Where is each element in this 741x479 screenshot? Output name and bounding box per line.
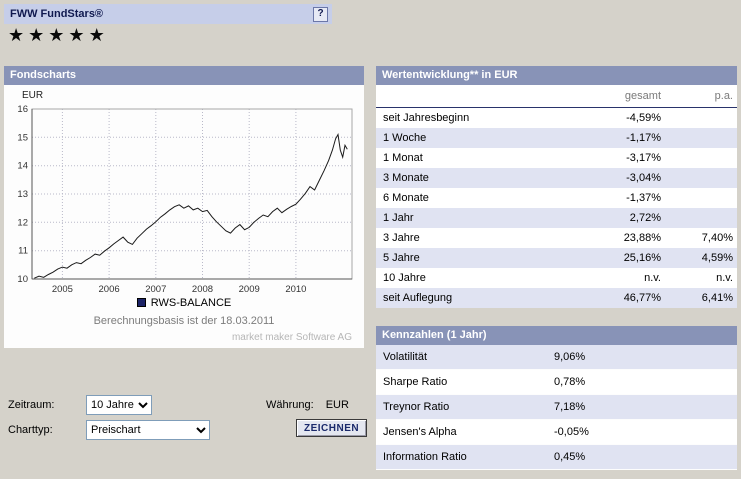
performance-row: 5 Jahre 25,16% 4,59% [376,248,737,268]
svg-text:2010: 2010 [285,284,306,295]
charttyp-select[interactable]: Preischart [86,420,210,440]
performance-table: gesamt p.a. seit Jahresbeginn -4,59% 1 Woc… [376,85,737,308]
performance-row: 10 Jahre n.v. n.v. [383,272,733,284]
currency-value: EUR [325,399,349,411]
chart-y-axis-unit: EUR [22,90,44,101]
chart-legend: RWS-BALANCE [4,297,364,309]
svg-text:14: 14 [17,161,28,172]
star-icon: ★ [68,25,89,45]
software-watermark: market maker Software AG [231,332,352,343]
zeitraum-label: Zeitraum: [8,399,55,411]
svg-text:15: 15 [17,132,28,143]
svg-text:16: 16 [17,104,28,115]
keyfigure-row: Sharpe Ratio 0,78% [376,370,737,395]
performance-row: 6 Monate -1,37% [383,192,661,204]
svg-text:13: 13 [17,189,28,200]
performance-column-headers: gesamt p.a. [376,85,737,108]
svg-text:2007: 2007 [145,284,166,295]
svg-text:12: 12 [17,217,28,228]
charttyp-label: Charttyp: [8,424,53,436]
svg-text:11: 11 [18,246,28,257]
star-icon: ★ [88,25,109,45]
column-header-gesamt: gesamt [624,90,661,102]
help-button[interactable]: ? [313,6,328,22]
wertentwicklung-header: Wertentwicklung** in EUR [376,66,737,85]
performance-row: seit Auflegung 46,77% 6,41% [376,288,737,308]
keyfigure-row: Treynor Ratio 7,18% [376,395,737,420]
svg-text:2009: 2009 [239,284,260,295]
column-header-pa: p.a. [714,90,733,102]
chart-panel: EUR 10 11 12 13 14 15 16 2005 2006 2007 2008 2009 20… [4,85,364,348]
keyfigure-row: Volatilität 9,06% [376,345,737,370]
legend-label: RWS-BALANCE [150,297,232,309]
svg-text:2005: 2005 [52,284,73,295]
keyfigures-table: Volatilität 9,06% Sharpe Ratio 0,78% Treynor… [376,345,737,470]
performance-row: 1 Jahr 2,72% [376,208,737,228]
legend-swatch-icon [136,298,146,307]
star-icon: ★ [8,25,29,45]
star-icon: ★ [48,25,69,45]
svg-text:10: 10 [17,274,28,285]
star-rating: ★★★★★ [8,25,109,45]
currency-display: Währung: EUR [266,399,349,411]
performance-row: 1 Woche -1,17% [376,128,737,148]
calculation-basis-note: Berechnungsbasis ist der 18.03.2011 [93,315,275,327]
performance-row: 3 Jahre 23,88% 7,40% [383,232,733,244]
star-icon: ★ [28,25,49,45]
performance-row: 3 Monate -3,04% [376,168,737,188]
performance-row: seit Jahresbeginn -4,59% [383,112,661,124]
performance-row: 1 Monat -3,17% [383,152,661,164]
zeitraum-select[interactable]: 10 Jahre [86,395,152,415]
app-header-bar: FWW FundStars® ? [4,4,332,24]
fund-line-chart: 10 11 12 13 14 15 16 2005 2006 2007 2008 2009 2010 [17,104,353,295]
svg-text:2006: 2006 [99,284,120,295]
currency-label: Währung: [266,399,314,411]
keyfigure-row: Jensen's Alpha -0,05% [376,420,737,445]
app-title: FWW FundStars® [10,8,104,20]
keyfigure-row: Information Ratio 0,45% [376,445,737,470]
zeichnen-button[interactable]: ZEICHNEN [296,419,368,437]
svg-text:2008: 2008 [192,284,213,295]
kennzahlen-header: Kennzahlen (1 Jahr) [376,326,737,345]
fondscharts-header: Fondscharts [4,66,364,85]
